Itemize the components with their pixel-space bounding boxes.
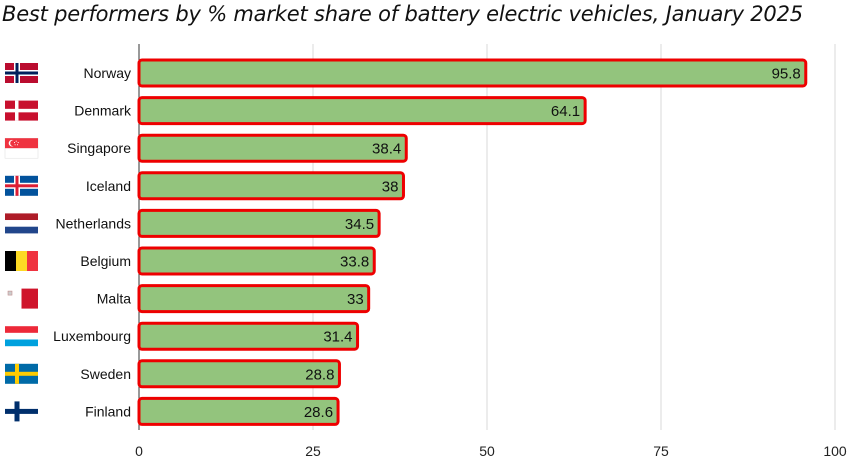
bar-value-label: 33.8 — [340, 254, 369, 271]
x-tick-label: 0 — [135, 443, 143, 459]
bar-luxembourg — [137, 321, 360, 351]
category-label: Malta — [97, 291, 131, 307]
bar-value-label: 34.5 — [345, 216, 374, 233]
finland-flag-icon — [5, 401, 38, 422]
bar-malta — [137, 284, 371, 314]
bar-singapore — [137, 133, 408, 163]
x-tick-label: 100 — [823, 443, 847, 459]
bar-value-label: 28.8 — [305, 366, 334, 383]
bar-value-label: 33 — [347, 291, 364, 308]
bar-netherlands — [137, 208, 381, 238]
category-label: Denmark — [74, 103, 132, 119]
bar-value-label: 95.8 — [772, 66, 801, 83]
bar-finland — [137, 396, 340, 426]
bar-sweden — [137, 359, 341, 389]
bar-norway — [137, 58, 808, 88]
category-label: Singapore — [67, 140, 131, 156]
luxembourg-flag-icon — [5, 326, 38, 347]
bar-value-label: 28.6 — [304, 404, 333, 421]
x-tick-label: 25 — [305, 443, 321, 459]
x-tick-label: 50 — [479, 443, 495, 459]
bar-iceland — [137, 171, 405, 201]
category-label: Norway — [84, 65, 131, 81]
bar-value-label: 31.4 — [323, 329, 352, 346]
chart-title: Best performers by % market share of bat… — [2, 2, 803, 26]
netherlands-flag-icon — [5, 213, 38, 234]
iceland-flag-icon — [5, 175, 38, 196]
belgium-flag-icon — [5, 251, 38, 271]
category-label: Finland — [85, 403, 131, 419]
bar-value-label: 38 — [382, 178, 399, 195]
malta-flag-icon — [5, 288, 38, 309]
category-label: Luxembourg — [53, 328, 131, 344]
x-tick-label: 75 — [653, 443, 669, 459]
category-label: Iceland — [86, 178, 131, 194]
bar-denmark — [137, 96, 587, 126]
category-label: Sweden — [80, 366, 131, 382]
norway-flag-icon — [5, 63, 38, 83]
bar-value-label: 38.4 — [372, 141, 401, 158]
sweden-flag-icon — [5, 363, 38, 384]
category-label: Belgium — [80, 253, 131, 269]
bar-belgium — [137, 246, 376, 276]
category-label: Netherlands — [56, 215, 132, 231]
bar-value-label: 64.1 — [551, 103, 580, 120]
denmark-flag-icon — [5, 100, 38, 121]
singapore-flag-icon — [4, 137, 39, 159]
